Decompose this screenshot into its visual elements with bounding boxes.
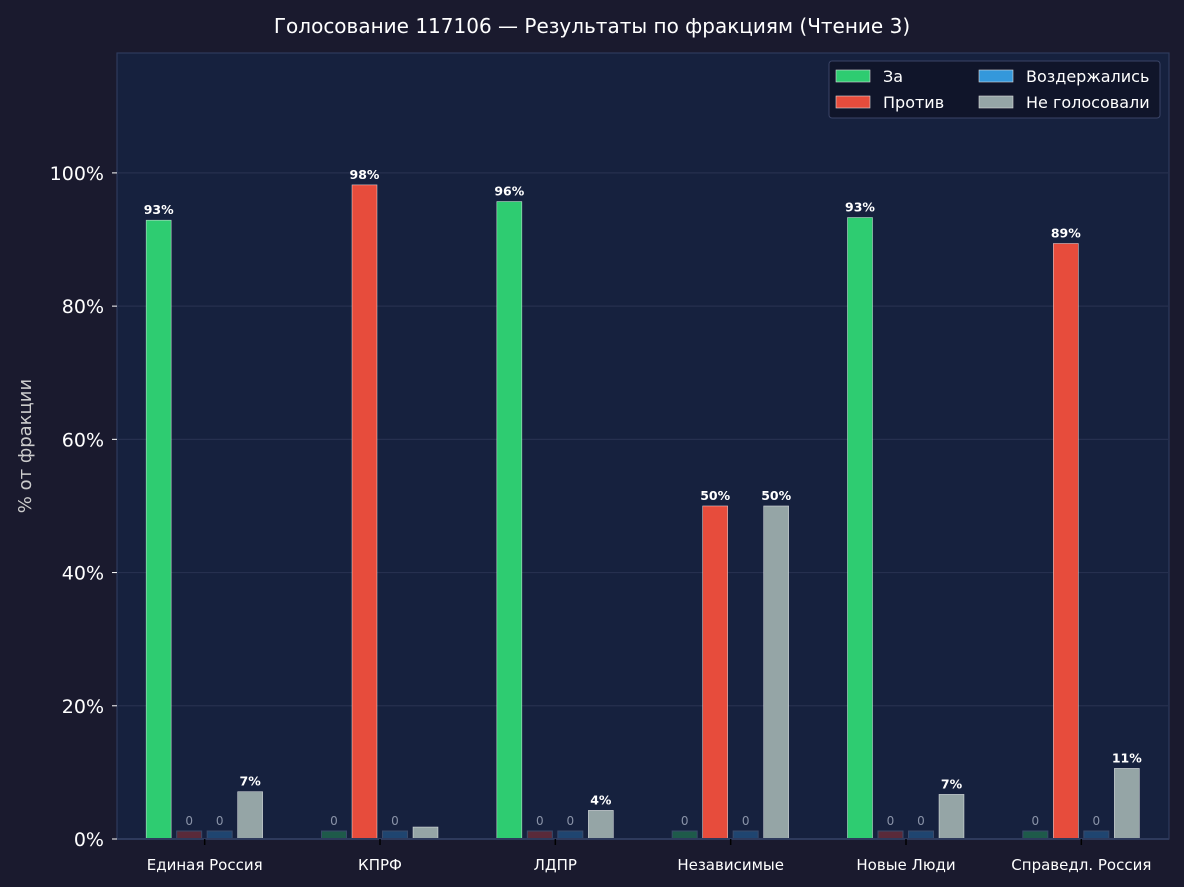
y-axis-label: % от фракции [15, 379, 36, 513]
gridlines [117, 172, 1169, 707]
bar-Против [351, 184, 378, 840]
y-axis: 0% 20% 40% 60% 80% 100% [50, 163, 1169, 851]
x-tick-label: ЛДПР [534, 856, 577, 874]
legend-swatch-2 [978, 69, 1014, 83]
bars: 93% 0 0 7% 0 98% 0 96% 0 0 4% 0 50% 0 50% 93% 0 0 7% 0 89% 0 1… [144, 167, 1142, 840]
legend-swatch-1 [835, 95, 871, 109]
bar-За [145, 219, 172, 840]
x-tick-label: Новые Люди [856, 856, 955, 874]
bar-data-label: 96% [494, 184, 524, 199]
bar-Против [526, 830, 553, 840]
bar-За [1022, 830, 1049, 840]
legend-label: Воздержались [1026, 67, 1149, 86]
bar-data-label: 0 [391, 814, 399, 828]
bar-data-label: 50% [761, 488, 791, 503]
bar-data-label: 0 [330, 814, 338, 828]
bar-data-label: 7% [240, 774, 262, 789]
legend-label: За [883, 67, 903, 86]
bar-data-label: 0 [185, 814, 193, 828]
x-tick-label: КПРФ [358, 856, 402, 874]
y-tick-label: 100% [50, 163, 104, 185]
y-tick-label: 60% [62, 429, 104, 451]
bar-Не голосовали [938, 794, 965, 840]
bar-data-label: 7% [941, 776, 963, 791]
bar-Воздержались [557, 830, 584, 840]
bar-data-label: 0 [1032, 814, 1040, 828]
bar-Против [702, 505, 728, 840]
x-tick-label: Независимые [677, 856, 784, 874]
bar-data-label: 0 [742, 814, 750, 828]
legend-swatch-3 [978, 95, 1014, 109]
bar-data-label: 0 [216, 814, 224, 828]
bar-data-label: 0 [1093, 814, 1101, 828]
legend-box [828, 60, 1161, 119]
bar-За [496, 201, 523, 840]
bar-Воздержались [1083, 830, 1110, 840]
bar-data-label: 93% [144, 202, 174, 217]
bar-Не голосовали [588, 810, 614, 840]
legend-label: Против [883, 93, 944, 112]
bar-Воздержались [908, 830, 934, 840]
x-tick-label: Справедл. Россия [1011, 856, 1151, 874]
x-axis: Единая Россия КПРФ ЛДПР Независимые Новые Лю… [147, 839, 1151, 874]
bar-data-label: 98% [350, 167, 380, 182]
plot-area [116, 52, 1170, 840]
bar-data-label: 0 [681, 814, 689, 828]
bar-Воздержались [206, 830, 233, 840]
bar-Не голосовали [1114, 768, 1140, 840]
bar-data-label: 11% [1112, 750, 1142, 765]
bar-Не голосовали [237, 791, 263, 840]
bar-data-label: 50% [700, 488, 730, 503]
legend-label: Не голосовали [1026, 93, 1150, 112]
bar-Против [1053, 243, 1079, 840]
y-tick-label: 0% [74, 829, 104, 851]
bar-data-label: 89% [1051, 226, 1081, 241]
bar-Воздержались [382, 830, 408, 840]
bar-Не голосовали [412, 826, 439, 840]
bar-За [847, 217, 873, 840]
bar-За [321, 830, 347, 840]
y-tick-label: 40% [62, 563, 104, 585]
bar-data-label: 0 [567, 814, 575, 828]
y-tick-label: 20% [62, 696, 104, 718]
bar-data-label: 0 [887, 814, 895, 828]
x-tick-label: Единая Россия [147, 856, 263, 874]
bar-data-label: 0 [917, 814, 925, 828]
bar-data-label: 0 [536, 814, 544, 828]
bar-Против [176, 830, 203, 840]
y-tick-label: 80% [62, 296, 104, 318]
bar-Против [877, 830, 904, 840]
bar-Не голосовали [763, 505, 789, 840]
legend: За Против Воздержались Не голосовали [828, 60, 1161, 119]
bar-data-label: 4% [590, 792, 612, 807]
bar-Воздержались [732, 830, 759, 840]
bar-data-label: 93% [845, 200, 875, 215]
bar-За [671, 830, 698, 840]
legend-swatch-0 [835, 69, 871, 83]
chart-title: Голосование 117106 — Результаты по фракц… [274, 14, 910, 38]
